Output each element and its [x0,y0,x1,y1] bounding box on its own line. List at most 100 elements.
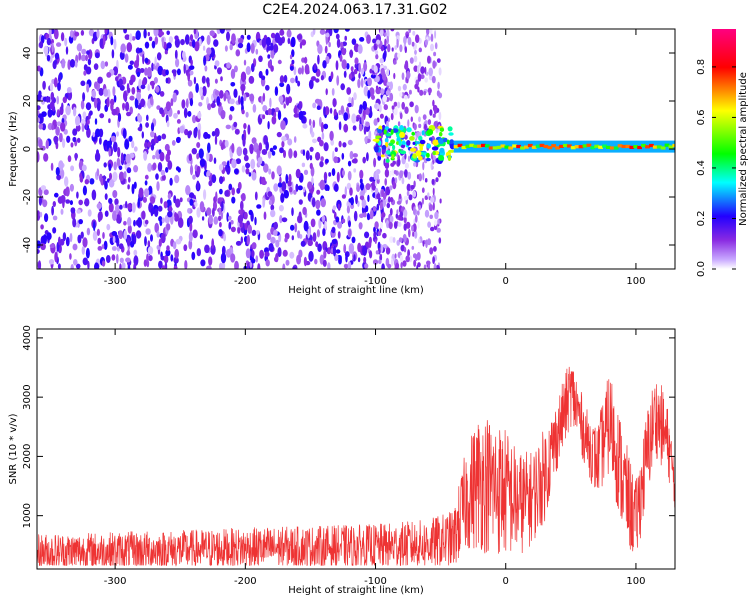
heatmap-cell [199,201,205,212]
heatmap-cell [297,185,303,191]
heatmap-cell [165,101,171,111]
heatmap-cell [379,113,384,119]
heatmap-cell [125,257,131,263]
heatmap-cell [426,29,430,36]
heatmap-cell [206,77,210,85]
heatmap-cell [263,163,269,173]
heatmap-cell [157,205,163,212]
heatmap-cell [286,29,292,38]
heatmap-cell [393,106,398,116]
heatmap-cell [349,150,354,160]
heatmap-cell [164,143,170,152]
heatmap-cell [126,250,131,256]
heatmap-cell [111,254,116,261]
heatmap-cell [250,158,256,170]
heatmap-cell [214,60,220,67]
x-tick-label: -200 [234,276,257,287]
heatmap-cell [271,115,277,125]
heatmap-cell [393,72,396,80]
heatmap-cell [177,110,181,115]
heatmap-cell [37,260,42,269]
heatmap-cell [273,221,279,230]
heatmap-cell [218,163,224,171]
heatmap-cell [293,113,300,118]
heatmap-cell [329,130,334,141]
heatmap-cell [126,83,130,92]
carrier-cell [457,143,463,147]
heatmap-cell [94,152,101,162]
heatmap-cell [244,212,248,220]
heatmap-cell [85,247,90,259]
heatmap-cell [300,240,306,247]
carrier-cell [477,144,482,148]
heatmap-cell [72,136,77,143]
heatmap-cell [245,248,251,259]
heatmap-cell [134,60,139,69]
heatmap-cell [127,217,132,227]
heatmap-cell [417,86,420,93]
heatmap-cell [139,68,145,73]
heatmap-cell [437,218,440,225]
carrier-cell [672,143,675,148]
heatmap-cell [206,207,212,216]
heatmap-cell [349,49,354,58]
heatmap-cell [373,65,378,73]
heatmap-cell [438,67,442,76]
heatmap-cell [417,221,420,229]
heatmap-cell [85,54,88,62]
heatmap-cell [416,210,420,216]
heatmap-cell [357,257,361,263]
heatmap-cell [189,164,194,176]
heatmap-cell [350,203,355,209]
heatmap-cell [113,141,118,153]
heatmap-cell [189,98,194,107]
carrier-cell [590,146,596,150]
heatmap-cell [144,180,148,186]
heatmap-cell [147,246,154,255]
heatmap-cell [126,111,132,117]
heatmap-cell [335,249,341,254]
heatmap-cell [204,244,210,254]
heatmap-cell [221,161,227,167]
heatmap-cell [156,105,161,110]
y-tick-label: 2000 [22,444,33,469]
heatmap-cell [113,95,117,103]
heatmap-cell [409,101,414,108]
heatmap-cell [172,241,177,250]
y-tick-label: -20 [22,189,33,205]
heatmap-cell [169,177,173,186]
heatmap-cell [108,163,112,172]
heatmap-cell [160,169,166,176]
heatmap-cell [389,92,394,102]
heatmap-cell [397,101,401,109]
heatmap-cell [255,255,259,263]
heatmap-cell [435,264,440,269]
heatmap-cell [56,42,62,47]
heatmap-cell [432,60,436,69]
heatmap-cell [123,90,127,101]
heatmap-cell [113,38,117,50]
heatmap-cell [312,119,316,128]
heatmap-cell [341,152,345,160]
heatmap-cell [319,139,324,147]
heatmap-cell [407,119,410,128]
x-tick-label: 0 [503,276,509,287]
heatmap-cell [347,102,353,108]
heatmap-cell [320,156,324,162]
heatmap-cell [124,34,130,40]
heatmap-cell [434,219,437,227]
heatmap-cell [270,236,276,244]
carrier-cell [535,144,541,148]
heatmap-cell [42,80,46,90]
heatmap-cell [156,181,160,192]
heatmap-cell [197,122,202,133]
snr-plot-area [37,366,675,567]
heatmap-cell [389,208,393,216]
heatmap-cell [217,67,222,75]
heatmap-cell [384,32,387,37]
heatmap-cell [408,228,411,238]
heatmap-cell [43,189,49,196]
heatmap-cell [397,85,402,92]
heatmap-cell [159,217,163,227]
